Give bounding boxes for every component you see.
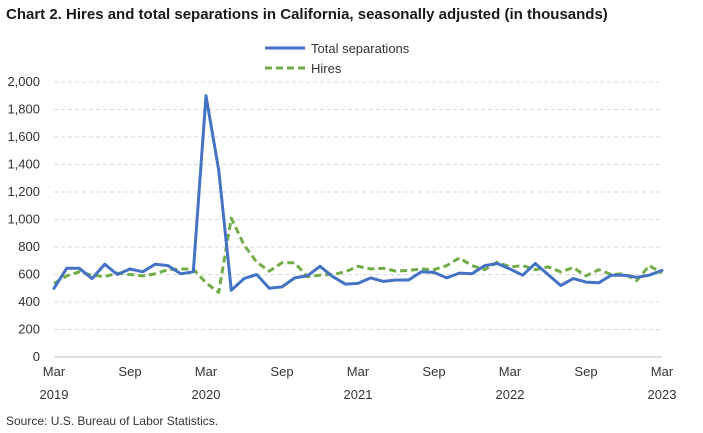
legend-item-hires: Hires — [265, 58, 409, 78]
x-tick-year-label: 2022 — [496, 387, 525, 402]
series-line-hires — [53, 216, 663, 294]
y-tick-label: 1,600 — [7, 129, 40, 144]
legend-swatch-hires — [265, 66, 305, 70]
x-tick-year-label: 2019 — [40, 387, 69, 402]
series-line-total-separations — [52, 94, 664, 292]
y-tick-label: 1,000 — [7, 212, 40, 227]
legend-swatch-total-separations — [265, 46, 305, 50]
y-tick-label: 400 — [18, 294, 40, 309]
legend: Total separations Hires — [265, 38, 409, 78]
y-tick-label: 1,200 — [7, 184, 40, 199]
x-tick-label: Mar — [195, 364, 218, 379]
y-tick-label: 1,800 — [7, 102, 40, 117]
x-tick-year-label: 2023 — [648, 387, 677, 402]
x-tick-year-label: 2021 — [344, 387, 373, 402]
y-tick-label: 200 — [18, 322, 40, 337]
legend-label-hires: Hires — [311, 60, 342, 76]
chart-title: Chart 2. Hires and total separations in … — [6, 6, 608, 23]
x-tick-label: Mar — [651, 364, 674, 379]
x-tick-label: Sep — [118, 364, 141, 379]
x-tick-label: Mar — [499, 364, 522, 379]
x-tick-label: Sep — [422, 364, 445, 379]
y-tick-label: 800 — [18, 239, 40, 254]
source-note: Source: U.S. Bureau of Labor Statistics. — [6, 414, 219, 428]
y-tick-label: 600 — [18, 267, 40, 282]
y-tick-label: 0 — [33, 349, 40, 364]
x-tick-label: Mar — [43, 364, 66, 379]
y-tick-label: 2,000 — [7, 74, 40, 89]
x-tick-label: Mar — [347, 364, 370, 379]
x-tick-label: Sep — [574, 364, 597, 379]
x-tick-year-label: 2020 — [192, 387, 221, 402]
legend-item-total-separations: Total separations — [265, 38, 409, 58]
legend-label-total-separations: Total separations — [311, 40, 410, 56]
y-tick-label: 1,400 — [7, 157, 40, 172]
x-tick-label: Sep — [270, 364, 293, 379]
